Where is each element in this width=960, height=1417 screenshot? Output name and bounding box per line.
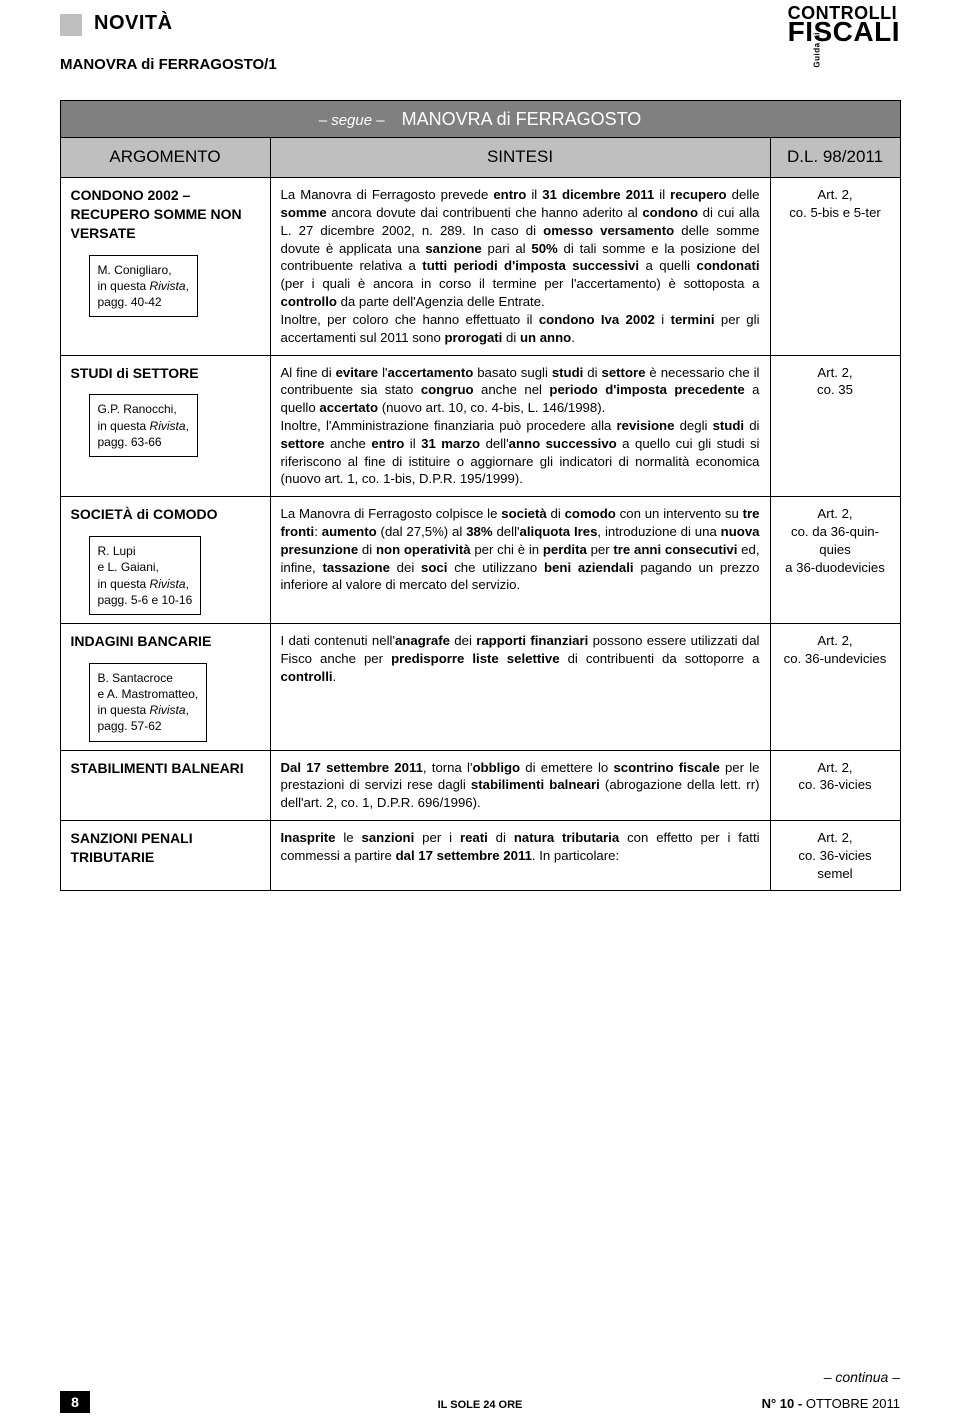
law-cell: Art. 2,co. da 36-quin­quiesa 36-duodevic… <box>770 497 900 624</box>
argomento-title: INDAGINI BANCARIE <box>71 632 260 651</box>
sintesi-cell: La Manovra di Ferragosto colpisce le soc… <box>270 497 770 624</box>
table-header-row: ARGOMENTO SINTESI D.L. 98/2011 <box>60 138 900 178</box>
law-cell: Art. 2,co. 35 <box>770 355 900 497</box>
issue-label: N° 10 - OTTOBRE 2011 <box>762 1396 900 1411</box>
law-cell: Art. 2,co. 36-undevi­cies <box>770 623 900 750</box>
sintesi-cell: I dati contenuti nell'anagrafe dei rappo… <box>270 623 770 750</box>
sintesi-cell: La Manovra di Ferragosto prevede entro i… <box>270 178 770 355</box>
publication-logo: Guida ai CONTROLLI FISCALI <box>788 4 900 46</box>
issue-number: N° 10 - <box>762 1396 803 1411</box>
law-cell: Art. 2,co. 36-vicies semel <box>770 820 900 890</box>
header: NOVITÀ Guida ai CONTROLLI FISCALI MANOVR… <box>0 0 960 72</box>
continua-label: – continua – <box>824 1369 900 1385</box>
table-row: SANZIONI PENALITRIBUTARIE Inasprite le s… <box>60 820 900 890</box>
table-row: INDAGINI BANCARIE B. Santacrocee A. Mast… <box>60 623 900 750</box>
table-row: SOCIETÀ di COMODO R. Lupie L. Gaiani,in … <box>60 497 900 624</box>
argomento-title: STABILIMENTI BALNEARI <box>71 759 260 778</box>
reference-box: R. Lupie L. Gaiani,in questa Rivista,pag… <box>89 536 202 615</box>
section-label: NOVITÀ <box>94 12 173 35</box>
col-header-law: D.L. 98/2011 <box>770 138 900 178</box>
reference-box: G.P. Ranocchi,in questa Rivista,pagg. 63… <box>89 394 198 457</box>
law-cell: Art. 2,co. 36-vicies <box>770 750 900 820</box>
sintesi-cell: Dal 17 settembre 2011, torna l'obbligo d… <box>270 750 770 820</box>
section-marker-icon <box>60 14 82 36</box>
segue-title: MANOVRA di FERRAGOSTO <box>402 109 642 129</box>
table-continuation-row: – segue – MANOVRA di FERRAGOSTO <box>60 101 900 138</box>
law-cell: Art. 2,co. 5-bis e 5-ter <box>770 178 900 355</box>
logo-line-fiscali: FISCALI <box>788 18 900 46</box>
segue-prefix: – segue – <box>319 112 385 129</box>
reference-box: B. Santacrocee A. Mastromatteo,in questa… <box>89 663 208 742</box>
argomento-title: CONDONO 2002 –RECUPERO SOMME NONVERSATE <box>71 186 260 243</box>
table-row: STUDI di SETTORE G.P. Ranocchi,in questa… <box>60 355 900 497</box>
table-row: CONDONO 2002 –RECUPERO SOMME NONVERSATE … <box>60 178 900 355</box>
sintesi-cell: Inasprite le sanzioni per i reati di nat… <box>270 820 770 890</box>
main-table: – segue – MANOVRA di FERRAGOSTO ARGOMENT… <box>60 100 901 891</box>
logo-line-guida: Guida ai <box>813 32 821 68</box>
argomento-title: SANZIONI PENALITRIBUTARIE <box>71 829 260 867</box>
reference-box: M. Conigliaro,in questa Rivista,pagg. 40… <box>89 255 198 318</box>
breadcrumb: MANOVRA di FERRAGOSTO/1 <box>60 56 277 73</box>
page-footer: – continua – 8 IL SOLE 24 ORE N° 10 - OT… <box>0 1369 960 1417</box>
argomento-title: STUDI di SETTORE <box>71 364 260 383</box>
table-row: STABILIMENTI BALNEARI Dal 17 settembre 2… <box>60 750 900 820</box>
page: NOVITÀ Guida ai CONTROLLI FISCALI MANOVR… <box>0 0 960 1417</box>
argomento-title: SOCIETÀ di COMODO <box>71 505 260 524</box>
sintesi-cell: Al fine di evitare l'accertamento basato… <box>270 355 770 497</box>
col-header-argomento: ARGOMENTO <box>60 138 270 178</box>
col-header-sintesi: SINTESI <box>270 138 770 178</box>
footer-bar: 8 IL SOLE 24 ORE N° 10 - OTTOBRE 2011 <box>0 1389 960 1417</box>
issue-date: OTTOBRE 2011 <box>802 1396 900 1411</box>
